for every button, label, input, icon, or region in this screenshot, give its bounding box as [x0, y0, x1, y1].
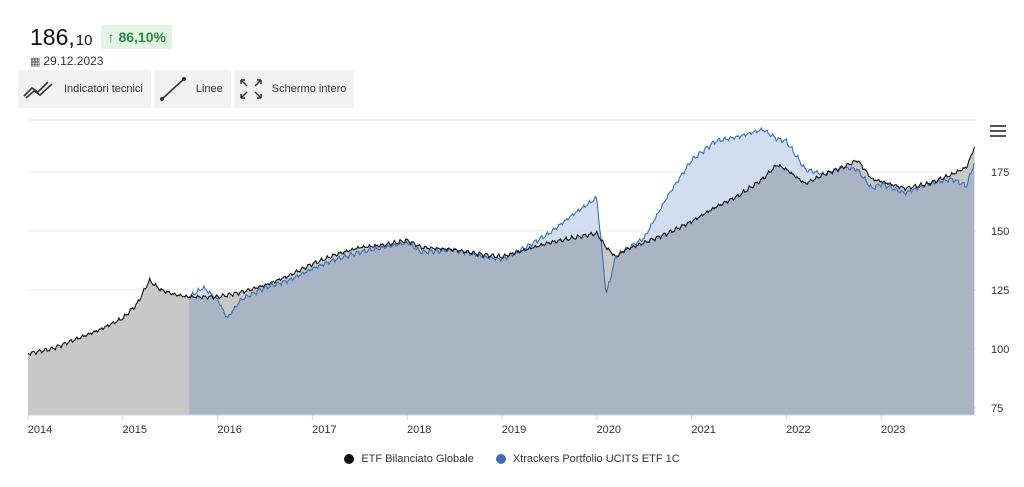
date-row: ▦ 29.12.2023 — [30, 54, 103, 68]
y-tick-label-125: 125 — [991, 285, 1009, 297]
x-tick-label-2022: 2022 — [786, 424, 810, 436]
indicators-label: Indicatori tecnici — [64, 83, 143, 95]
y-tick-label-150: 150 — [991, 226, 1009, 238]
calendar-icon: ▦ — [30, 55, 41, 68]
arrow-up-icon: ↑ — [107, 29, 115, 45]
x-tick-label-2018: 2018 — [407, 424, 431, 436]
legend-label-series-1: ETF Bilanciato Globale — [361, 453, 474, 465]
line-tool-icon — [159, 77, 186, 101]
x-tick-label-2020: 2020 — [597, 424, 621, 436]
y-tick-label-175: 175 — [991, 167, 1009, 179]
indicators-button[interactable]: Indicatori tecnici — [18, 70, 151, 108]
chart-toolbar: Indicatori tecnici Linee Schermo intero — [18, 70, 355, 108]
x-tick-label-2017: 2017 — [312, 424, 336, 436]
change-value: 86,10% — [118, 29, 166, 45]
series-1-line — [27, 146, 976, 357]
indicators-icon — [23, 81, 53, 99]
fullscreen-button[interactable]: Schermo intero — [233, 70, 355, 108]
x-tick-label-2016: 2016 — [217, 424, 241, 436]
lines-button[interactable]: Linee — [153, 70, 231, 108]
x-tick-label-2023: 2023 — [881, 424, 905, 436]
price-header: 186, 10 ↑ 86,10% — [30, 22, 172, 52]
price-decimal: 10 — [75, 31, 93, 49]
x-tick-label-2019: 2019 — [502, 424, 526, 436]
lines-label: Linee — [195, 83, 223, 95]
x-tick-label-2014: 2014 — [28, 424, 52, 436]
change-badge: ↑ 86,10% — [101, 25, 172, 49]
overlap-area — [189, 163, 975, 415]
legend-dot-series-2 — [495, 454, 506, 464]
x-tick-label-2015: 2015 — [123, 424, 147, 436]
price-integer: 186, — [30, 23, 75, 50]
y-tick-label-100: 100 — [991, 344, 1009, 356]
legend-item-series-1[interactable]: ETF Bilanciato Globale — [344, 453, 474, 465]
fullscreen-icon — [240, 79, 262, 99]
legend-dot-series-1 — [344, 454, 355, 464]
chart-legend: ETF Bilanciato Globale Xtrackers Portfol… — [0, 453, 1024, 465]
y-tick-label-75: 75 — [991, 403, 1003, 415]
legend-item-series-2[interactable]: Xtrackers Portfolio UCITS ETF 1C — [495, 453, 680, 465]
x-tick-label-2021: 2021 — [691, 424, 715, 436]
fullscreen-label: Schermo intero — [271, 83, 347, 95]
date-value: 29.12.2023 — [43, 54, 104, 68]
chart-menu-icon[interactable] — [990, 125, 1006, 137]
legend-label-series-2: Xtrackers Portfolio UCITS ETF 1C — [512, 453, 680, 465]
